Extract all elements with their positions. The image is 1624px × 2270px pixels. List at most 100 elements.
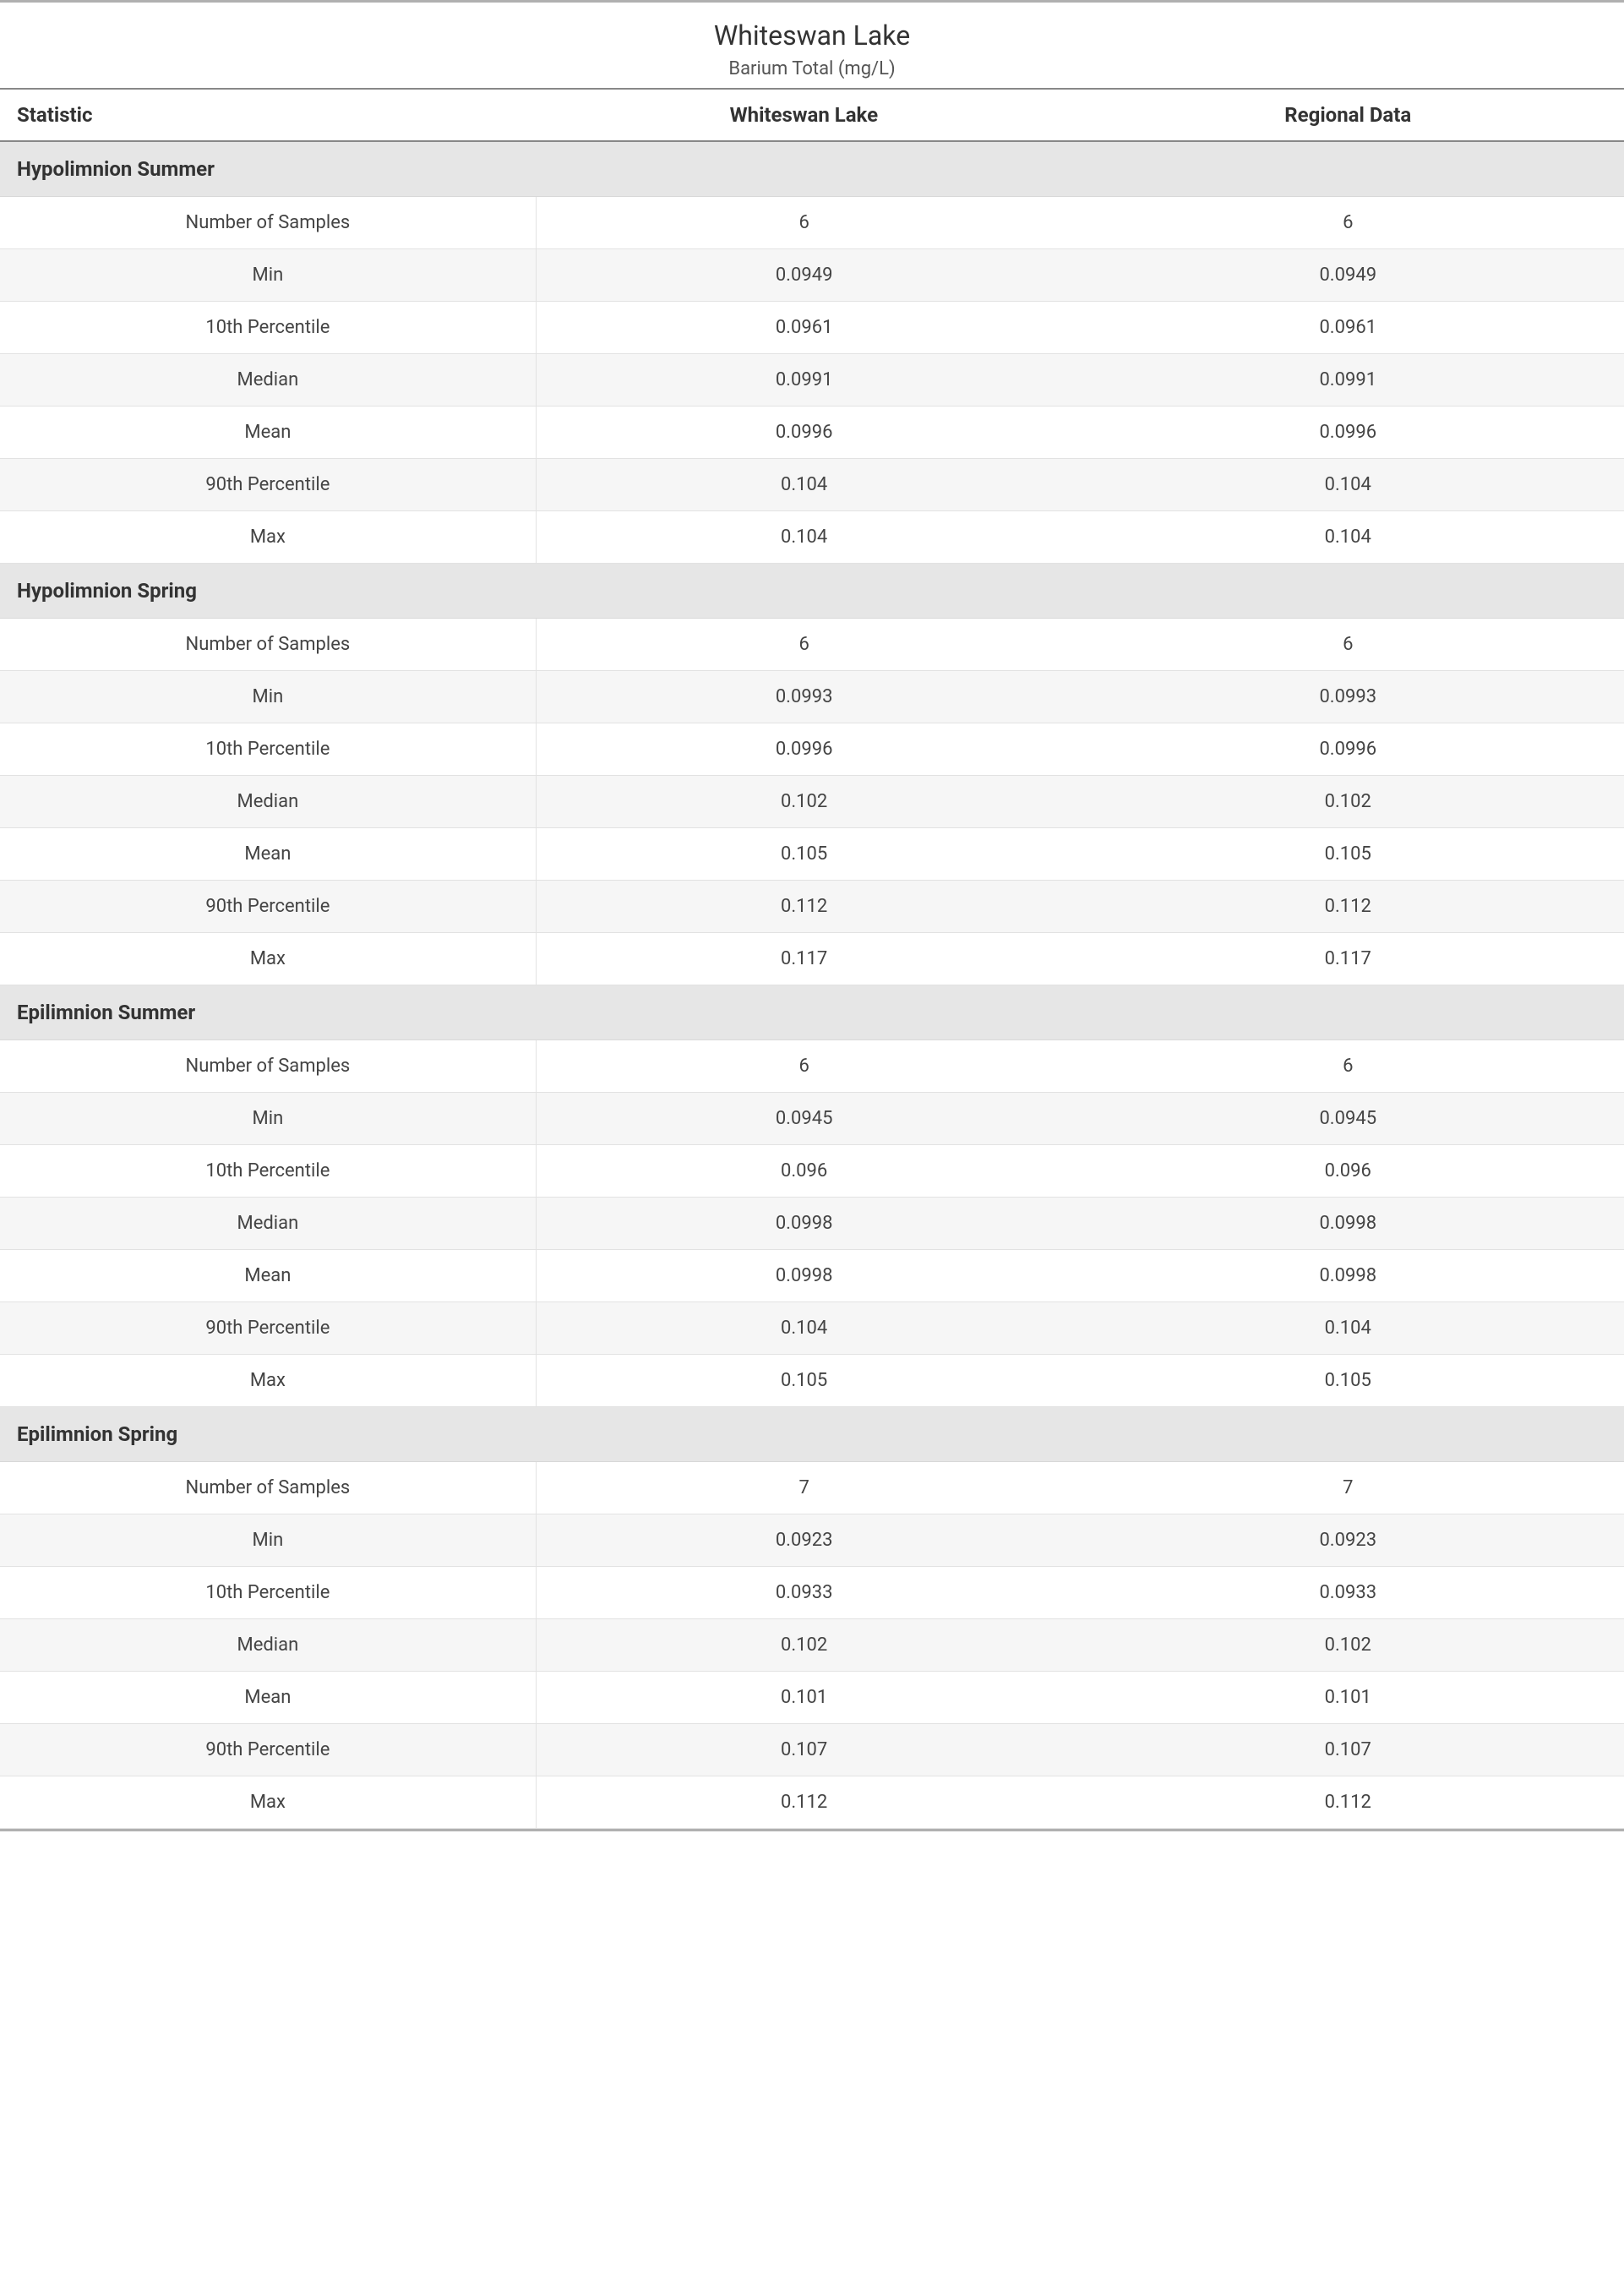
group-header: Epilimnion Spring [0, 1407, 1624, 1462]
site-value: 0.105 [536, 1355, 1071, 1407]
regional-value: 0.107 [1072, 1724, 1624, 1776]
table-row: Median0.1020.102 [0, 776, 1624, 828]
site-value: 0.117 [536, 933, 1071, 985]
stat-label: 10th Percentile [0, 302, 536, 354]
table-row: 90th Percentile0.1040.104 [0, 1302, 1624, 1355]
stats-table: Statistic Whiteswan Lake Regional Data H… [0, 88, 1624, 1829]
stat-label: 10th Percentile [0, 723, 536, 776]
regional-value: 0.0991 [1072, 354, 1624, 407]
stat-label: Median [0, 1198, 536, 1250]
stat-label: Max [0, 511, 536, 564]
site-value: 0.104 [536, 459, 1071, 511]
table-row: Number of Samples66 [0, 619, 1624, 671]
stat-label: Min [0, 1093, 536, 1145]
group-header: Epilimnion Summer [0, 985, 1624, 1040]
site-value: 0.0998 [536, 1198, 1071, 1250]
regional-value: 0.105 [1072, 828, 1624, 881]
stat-label: Max [0, 933, 536, 985]
stat-label: Mean [0, 407, 536, 459]
table-row: Max0.1050.105 [0, 1355, 1624, 1407]
table-row: Mean0.1010.101 [0, 1672, 1624, 1724]
regional-value: 0.0945 [1072, 1093, 1624, 1145]
stat-label: Number of Samples [0, 1040, 536, 1093]
stat-label: Mean [0, 1672, 536, 1724]
table-row: 90th Percentile0.1070.107 [0, 1724, 1624, 1776]
stat-label: Min [0, 249, 536, 302]
group-header-label: Hypolimnion Spring [0, 564, 1624, 619]
regional-value: 7 [1072, 1462, 1624, 1514]
site-value: 0.112 [536, 1776, 1071, 1829]
table-row: Min0.09230.0923 [0, 1514, 1624, 1567]
regional-value: 0.0996 [1072, 723, 1624, 776]
stat-label: Max [0, 1355, 536, 1407]
group-header: Hypolimnion Summer [0, 141, 1624, 197]
stat-label: Median [0, 776, 536, 828]
bottom-rule [0, 1829, 1624, 1831]
table-row: Number of Samples77 [0, 1462, 1624, 1514]
table-row: Mean0.09980.0998 [0, 1250, 1624, 1302]
site-value: 6 [536, 1040, 1071, 1093]
regional-value: 0.0998 [1072, 1198, 1624, 1250]
regional-value: 0.0993 [1072, 671, 1624, 723]
stat-label: 90th Percentile [0, 459, 536, 511]
regional-value: 0.112 [1072, 1776, 1624, 1829]
title-block: Whiteswan Lake Barium Total (mg/L) [0, 3, 1624, 88]
stat-label: 90th Percentile [0, 881, 536, 933]
site-value: 0.107 [536, 1724, 1071, 1776]
stat-label: Min [0, 1514, 536, 1567]
table-row: Mean0.09960.0996 [0, 407, 1624, 459]
regional-value: 0.0923 [1072, 1514, 1624, 1567]
stat-label: Mean [0, 1250, 536, 1302]
site-value: 0.0923 [536, 1514, 1071, 1567]
site-value: 0.0998 [536, 1250, 1071, 1302]
site-value: 0.096 [536, 1145, 1071, 1198]
table-row: Number of Samples66 [0, 1040, 1624, 1093]
table-row: Min0.09930.0993 [0, 671, 1624, 723]
table-row: Median0.1020.102 [0, 1619, 1624, 1672]
table-row: Max0.1040.104 [0, 511, 1624, 564]
regional-value: 0.0996 [1072, 407, 1624, 459]
site-value: 6 [536, 197, 1071, 249]
regional-value: 0.105 [1072, 1355, 1624, 1407]
table-row: Min0.09490.0949 [0, 249, 1624, 302]
site-value: 0.0961 [536, 302, 1071, 354]
regional-value: 6 [1072, 197, 1624, 249]
stat-label: Min [0, 671, 536, 723]
site-value: 0.0949 [536, 249, 1071, 302]
site-value: 0.0991 [536, 354, 1071, 407]
stat-label: Number of Samples [0, 197, 536, 249]
regional-value: 0.117 [1072, 933, 1624, 985]
regional-value: 0.0998 [1072, 1250, 1624, 1302]
stat-label: Max [0, 1776, 536, 1829]
site-value: 0.104 [536, 1302, 1071, 1355]
table-row: 90th Percentile0.1040.104 [0, 459, 1624, 511]
regional-value: 0.102 [1072, 776, 1624, 828]
table-row: 90th Percentile0.1120.112 [0, 881, 1624, 933]
group-header: Hypolimnion Spring [0, 564, 1624, 619]
table-row: 10th Percentile0.09960.0996 [0, 723, 1624, 776]
regional-value: 0.101 [1072, 1672, 1624, 1724]
group-header-label: Hypolimnion Summer [0, 141, 1624, 197]
stat-label: Number of Samples [0, 619, 536, 671]
table-row: Number of Samples66 [0, 197, 1624, 249]
site-value: 0.0933 [536, 1567, 1071, 1619]
col-header-site: Whiteswan Lake [536, 89, 1071, 141]
group-header-label: Epilimnion Spring [0, 1407, 1624, 1462]
site-value: 7 [536, 1462, 1071, 1514]
regional-value: 0.102 [1072, 1619, 1624, 1672]
table-row: Mean0.1050.105 [0, 828, 1624, 881]
stat-label: Mean [0, 828, 536, 881]
col-header-regional: Regional Data [1072, 89, 1624, 141]
site-value: 0.0996 [536, 723, 1071, 776]
stat-label: Median [0, 1619, 536, 1672]
page-title: Whiteswan Lake [0, 19, 1624, 52]
regional-value: 0.112 [1072, 881, 1624, 933]
report-container: Whiteswan Lake Barium Total (mg/L) Stati… [0, 0, 1624, 1831]
table-row: Median0.09910.0991 [0, 354, 1624, 407]
stat-label: 90th Percentile [0, 1724, 536, 1776]
regional-value: 6 [1072, 1040, 1624, 1093]
table-row: Max0.1170.117 [0, 933, 1624, 985]
table-row: Min0.09450.0945 [0, 1093, 1624, 1145]
table-header-row: Statistic Whiteswan Lake Regional Data [0, 89, 1624, 141]
table-row: 10th Percentile0.09610.0961 [0, 302, 1624, 354]
